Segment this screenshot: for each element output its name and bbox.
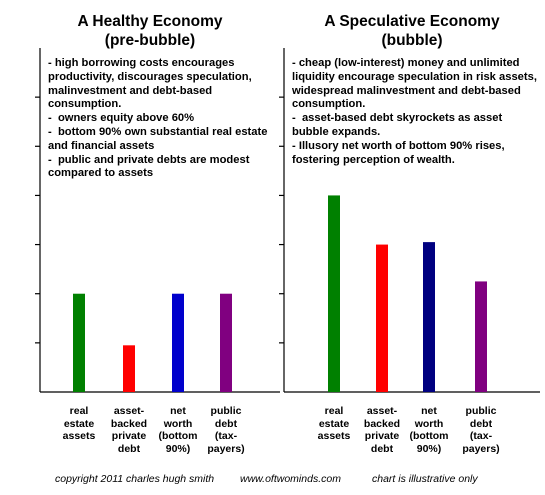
chart-2-category-label: real estate assets <box>317 405 351 442</box>
footer-copyright: copyright 2011 charles hugh smith <box>55 473 215 485</box>
chart-1-category-label: asset-backed private debt <box>110 405 148 455</box>
chart-1-subtitle: (pre-bubble) <box>104 32 196 49</box>
chart-1-note: - public and private debts are modest co… <box>48 153 253 180</box>
footer-disclaimer: chart is illustrative only <box>372 473 478 485</box>
chart-2-subtitle: (bubble) <box>381 32 443 49</box>
chart-1-bar <box>73 293 85 392</box>
chart-2-title: A Speculative Economy <box>324 13 500 30</box>
chart-2-bar <box>376 244 388 392</box>
chart-1-category-label: public debt (tax-payers) <box>207 405 245 455</box>
chart-2-category-label: net worth (bottom 90%) <box>409 405 449 455</box>
chart-1-note: - bottom 90% own substantial real estate… <box>48 125 271 152</box>
chart-1-category-label: real estate assets <box>62 405 96 442</box>
chart-1-bar <box>123 345 135 392</box>
chart-1-note: - high borrowing costs encourages produc… <box>48 57 255 111</box>
chart-2-bar <box>475 281 487 392</box>
chart-1-category-label: net worth (bottom 90%) <box>158 405 198 455</box>
chart-1-notes: - high borrowing costs encourages produc… <box>48 57 280 181</box>
chart-2-bar <box>423 242 435 392</box>
chart-1-note: - owners equity above 60% <box>48 112 195 125</box>
chart-2-notes: - cheap (low-interest) money and unlimit… <box>292 57 538 167</box>
chart-2-note: - cheap (low-interest) money and unlimit… <box>292 57 541 111</box>
chart-1-title: A Healthy Economy <box>77 13 223 30</box>
chart-1-bar <box>220 293 232 392</box>
chart-2-note: - Illusory net worth of bottom 90% rises… <box>292 139 508 166</box>
chart-2-bar <box>328 195 340 392</box>
chart-1-bar <box>172 293 184 392</box>
chart-2-note: - asset-based debt skyrockets as asset b… <box>292 112 506 138</box>
footer-website: www.oftwominds.com <box>240 473 341 485</box>
chart-2-category-label: asset-backed private debt <box>363 405 401 455</box>
chart-2-category-label: public debt (tax-payers) <box>462 405 500 455</box>
